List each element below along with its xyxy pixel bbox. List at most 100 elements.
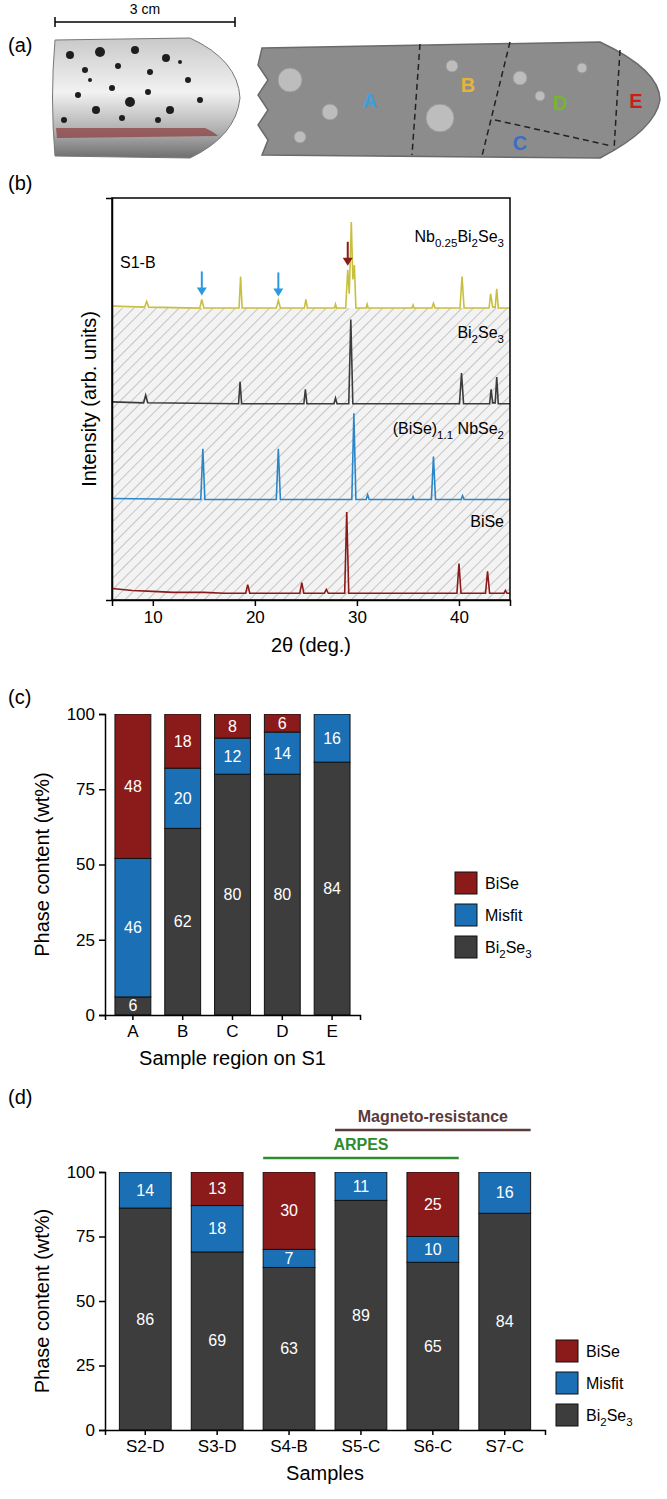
photo-speck bbox=[88, 78, 92, 82]
plot-frame bbox=[112, 198, 510, 600]
tick: 20 bbox=[246, 600, 265, 627]
data-label: 25 bbox=[424, 1196, 442, 1213]
photo-speck bbox=[92, 106, 100, 114]
tick-label: S3-D bbox=[198, 1437, 237, 1456]
bar-segment bbox=[264, 732, 300, 774]
data-label: 16 bbox=[323, 730, 341, 747]
bar-segment bbox=[191, 1206, 243, 1252]
panel-bar: 86696389658414187111016133025S2-DS3-DS4-… bbox=[8, 1086, 633, 1484]
data-label: 14 bbox=[273, 745, 291, 762]
data-label: 7 bbox=[285, 1250, 294, 1267]
tick-mark bbox=[360, 1430, 362, 1435]
scale-bar-cap bbox=[234, 17, 236, 27]
legend-swatch bbox=[455, 872, 477, 894]
bar-segment bbox=[191, 1172, 243, 1206]
axis-line bbox=[106, 199, 113, 601]
photo-speck bbox=[178, 60, 182, 64]
bar-segment bbox=[165, 714, 201, 768]
tick-mark bbox=[99, 1015, 105, 1017]
bar-segment bbox=[407, 1172, 459, 1237]
tick-label: S2-D bbox=[126, 1437, 165, 1456]
xrd-line bbox=[112, 320, 510, 404]
panel-a: (a)3 cmABCDE bbox=[8, 1, 660, 158]
text-part: Bi bbox=[586, 1407, 600, 1424]
panel-label: (b) bbox=[8, 172, 32, 194]
legend-swatch bbox=[455, 904, 477, 926]
tick: E bbox=[326, 1015, 337, 1041]
tick: C bbox=[226, 1015, 238, 1041]
tick: S5-C bbox=[342, 1430, 381, 1456]
panel-b: 10203040Nb0.25Bi2Se3Bi2Se3(BiSe)1.1 NbSe… bbox=[8, 172, 511, 656]
y-axis: 0255075100 bbox=[67, 1163, 106, 1440]
data-label: 6 bbox=[128, 997, 137, 1014]
tick-mark bbox=[99, 1365, 105, 1367]
scale-bar bbox=[55, 21, 235, 23]
sample-photo-band bbox=[56, 128, 218, 138]
tick: S2-D bbox=[126, 1430, 165, 1456]
data-label: 65 bbox=[424, 1338, 442, 1355]
tick: 100 bbox=[67, 705, 105, 724]
tick: S7-C bbox=[485, 1430, 524, 1456]
photo-speck bbox=[109, 85, 115, 91]
tick-label: 30 bbox=[348, 608, 367, 627]
photo-speck bbox=[131, 46, 139, 54]
schematic-hole bbox=[294, 131, 306, 143]
tick-mark bbox=[99, 864, 105, 866]
series-label: (BiSe)1.1 NbSe2 bbox=[393, 420, 504, 441]
tick-label: 100 bbox=[67, 705, 95, 724]
sample-schematic bbox=[258, 42, 660, 158]
photo-speck bbox=[95, 47, 105, 57]
tick-label: 10 bbox=[144, 608, 163, 627]
x-axis-title: Sample region on S1 bbox=[139, 1047, 326, 1069]
legend-swatch bbox=[556, 1340, 578, 1362]
text-part: 3 bbox=[498, 237, 504, 249]
data-labels: 86696389658414187111016133025 bbox=[136, 1178, 513, 1358]
tick: 40 bbox=[450, 600, 469, 627]
tick-mark bbox=[99, 1172, 105, 1174]
tick-label: 100 bbox=[67, 1163, 95, 1182]
data-label: 84 bbox=[323, 880, 341, 897]
tick: S4-B bbox=[270, 1430, 308, 1456]
bar-segment bbox=[335, 1172, 387, 1200]
legend-swatch bbox=[455, 936, 477, 958]
x-axis: ABCDE bbox=[106, 1015, 361, 1041]
photo-speck bbox=[115, 63, 121, 69]
tick-label: D bbox=[276, 1022, 288, 1041]
bar-segment bbox=[115, 714, 151, 858]
scale-bar-cap bbox=[54, 17, 56, 27]
bar-segment bbox=[314, 762, 350, 1015]
region-boundary bbox=[412, 44, 420, 155]
sample-photo bbox=[53, 38, 241, 158]
tick: 0 bbox=[86, 1421, 105, 1440]
bar-segment bbox=[407, 1262, 459, 1430]
axis-line bbox=[113, 601, 511, 607]
axis-line bbox=[99, 1173, 106, 1431]
data-label: 20 bbox=[174, 790, 192, 807]
text-part: Se bbox=[478, 324, 498, 341]
text-part: Bi bbox=[485, 939, 499, 956]
axis-line bbox=[99, 715, 106, 1016]
tick: 50 bbox=[76, 1292, 105, 1311]
region-label: D bbox=[553, 92, 567, 114]
legend-label: BiSe bbox=[485, 875, 519, 892]
legend-swatch bbox=[556, 1372, 578, 1394]
y-axis bbox=[106, 199, 113, 601]
text-part: BiSe bbox=[586, 1343, 620, 1360]
data-label: 80 bbox=[224, 886, 242, 903]
data-label: 84 bbox=[496, 1313, 514, 1330]
text-part: NbSe bbox=[453, 420, 498, 437]
data-label: 18 bbox=[174, 733, 192, 750]
tick: 75 bbox=[76, 780, 105, 799]
annotation-line bbox=[263, 1157, 459, 1160]
region-boundary bbox=[482, 42, 510, 156]
tick-mark bbox=[99, 1236, 105, 1238]
bar-segment bbox=[264, 774, 300, 1015]
data-label: 80 bbox=[273, 886, 291, 903]
bar-segment bbox=[165, 768, 201, 828]
legend-swatch bbox=[556, 1404, 578, 1426]
data-label: 89 bbox=[352, 1307, 370, 1324]
tick: 25 bbox=[76, 931, 105, 950]
schematic-hole bbox=[322, 104, 338, 120]
bar-segment bbox=[119, 1208, 171, 1430]
data-label: 62 bbox=[174, 913, 192, 930]
